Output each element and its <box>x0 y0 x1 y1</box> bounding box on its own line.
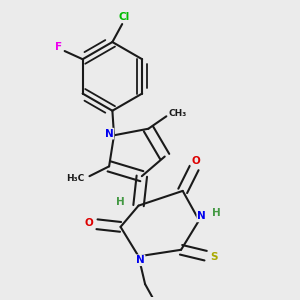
Text: N: N <box>197 212 206 221</box>
Text: O: O <box>191 156 200 166</box>
Text: F: F <box>55 42 62 52</box>
Text: Cl: Cl <box>118 12 130 22</box>
Text: N: N <box>136 255 145 265</box>
Text: S: S <box>210 252 218 262</box>
Text: CH₃: CH₃ <box>169 109 187 118</box>
Text: H: H <box>116 197 125 207</box>
Text: H₃C: H₃C <box>66 174 85 183</box>
Text: O: O <box>84 218 93 228</box>
Text: N: N <box>105 129 113 139</box>
Text: H: H <box>212 208 220 218</box>
